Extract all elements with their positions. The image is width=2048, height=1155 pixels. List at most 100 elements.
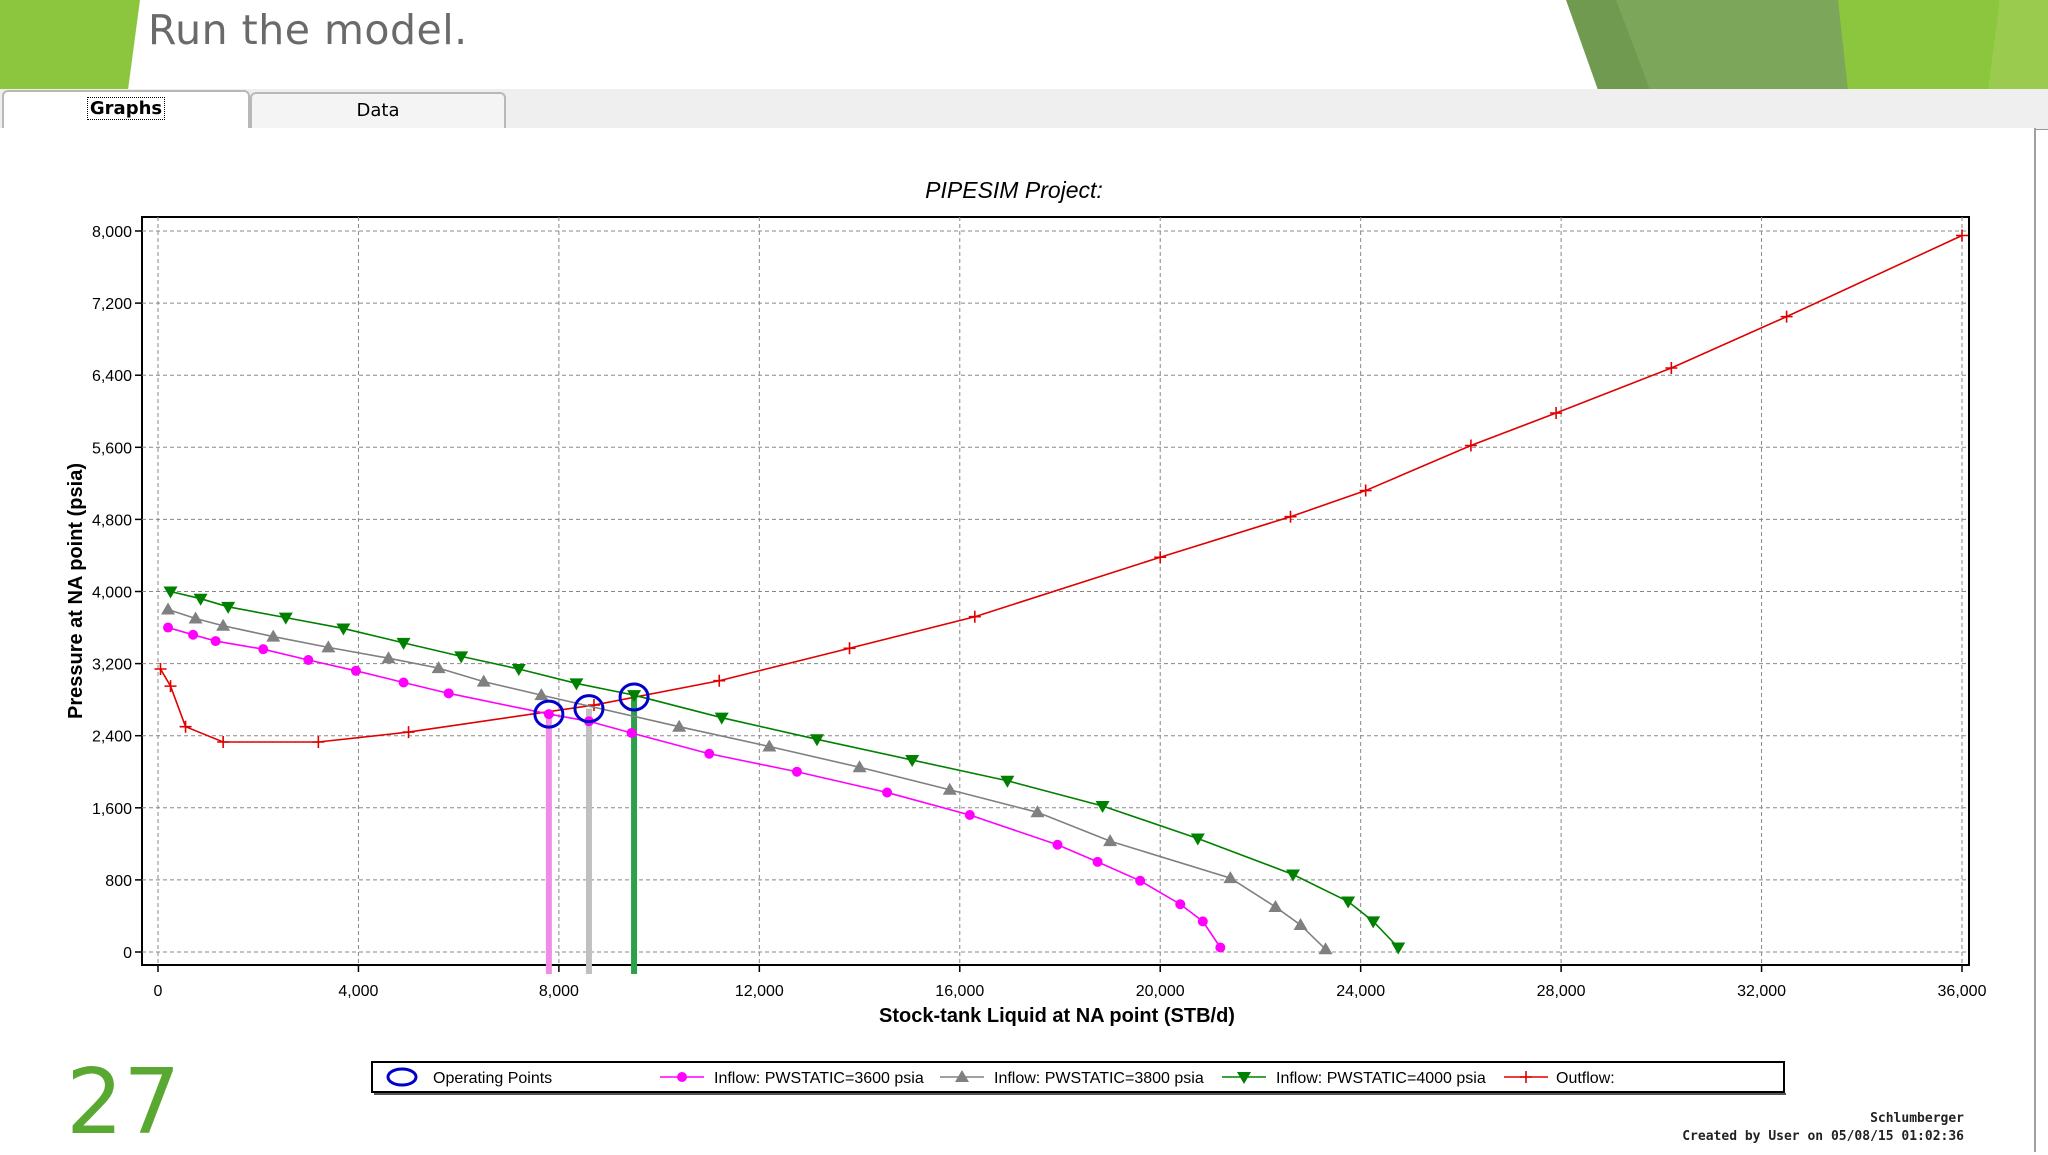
triangle-marker — [188, 611, 203, 624]
circle-marker — [398, 677, 409, 688]
chart-footer: Schlumberger Created by User on 05/08/15… — [1682, 1110, 1964, 1146]
triangle-down-marker — [454, 651, 469, 664]
legend-label: Inflow: PWSTATIC=3800 psia — [994, 1070, 1204, 1087]
plus-marker — [1154, 551, 1167, 564]
y-tick-label: 0 — [123, 945, 132, 962]
circle-marker — [350, 665, 361, 676]
operating-point-marker — [618, 682, 650, 712]
triangle-marker — [476, 674, 491, 687]
grid-lines — [142, 217, 1969, 965]
y-tick-label: 4,000 — [92, 585, 132, 602]
plus-marker — [312, 736, 325, 749]
circle-marker — [443, 688, 454, 699]
chart-legend: Operating Points Inflow: PWSTATIC=3600 ps… — [386, 1067, 1615, 1087]
x-axis-ticks: 0 4,000 8,000 12,000 16,000 20,000 24,000 28,00… — [154, 965, 1987, 1000]
circle-marker — [210, 636, 221, 647]
legend-label: Operating Points — [433, 1070, 552, 1087]
plus-marker — [1780, 310, 1793, 323]
plus-marker — [164, 680, 177, 693]
circle-marker — [188, 629, 199, 640]
triangle-down-marker — [1286, 869, 1301, 882]
circle-marker — [543, 709, 554, 720]
triangle-marker — [381, 651, 396, 664]
legend-label: Inflow: PWSTATIC=3600 psia — [714, 1070, 924, 1087]
y-tick-label: 5,600 — [92, 440, 132, 457]
triangle-marker — [1268, 899, 1283, 912]
page-number: 27 — [66, 1050, 181, 1155]
triangle-marker — [321, 640, 336, 653]
circle-marker — [1215, 942, 1226, 953]
tab-graphs-label: Graphs — [86, 97, 166, 120]
x-tick-label: 12,000 — [735, 983, 784, 1000]
triangle-down-marker — [163, 586, 178, 599]
plus-marker — [843, 642, 856, 655]
series-inflow-1 — [161, 602, 1333, 955]
tab-data-label: Data — [356, 100, 400, 121]
triangle-down-marker — [1341, 896, 1356, 909]
triangle-marker — [1103, 834, 1118, 847]
triangle-marker — [762, 739, 777, 752]
operating-point-marker — [533, 699, 565, 729]
plus-marker — [1550, 407, 1563, 420]
series-line — [159, 234, 1963, 743]
tab-graphs[interactable]: Graphs — [2, 90, 250, 130]
circle-marker — [882, 787, 893, 798]
y-tick-label: 1,600 — [92, 801, 132, 818]
triangle-marker — [1223, 871, 1238, 884]
x-tick-label: 32,000 — [1737, 983, 1786, 1000]
y-tick-label: 7,200 — [92, 296, 132, 313]
y-tick-label: 800 — [105, 873, 132, 890]
right-bright-green-band — [1838, 0, 2000, 90]
triangle-down-marker — [569, 678, 584, 691]
triangle-marker — [1030, 805, 1045, 818]
triangle-marker — [431, 661, 446, 674]
circle-marker — [677, 1072, 687, 1082]
chart-series — [154, 229, 1968, 955]
circle-marker — [791, 766, 802, 777]
series-inflow-2 — [163, 586, 1406, 955]
triangle-marker — [955, 1070, 969, 1082]
y-tick-label: 4,800 — [92, 512, 132, 529]
series-operating-points — [533, 682, 650, 729]
x-tick-label: 36,000 — [1938, 983, 1987, 1000]
triangle-marker — [852, 760, 867, 773]
triangle-down-marker — [1391, 942, 1406, 955]
triangle-down-marker — [1190, 833, 1205, 846]
triangle-marker — [216, 618, 231, 631]
plus-marker — [968, 610, 981, 623]
tab-data[interactable]: Data — [250, 92, 506, 128]
right-light-green-band — [1988, 0, 2048, 90]
operating-point-marker — [573, 694, 605, 724]
x-tick-label: 28,000 — [1537, 983, 1586, 1000]
triangle-down-marker — [1237, 1072, 1251, 1084]
legend-item: Inflow: PWSTATIC=4000 psia — [1222, 1070, 1486, 1087]
circle-marker — [258, 644, 269, 655]
legend-label: Outflow: — [1556, 1070, 1615, 1087]
series-inflow-0 — [163, 622, 1226, 953]
series-outflow — [154, 229, 1968, 749]
circle-marker — [964, 810, 975, 821]
x-tick-label: 24,000 — [1336, 983, 1385, 1000]
legend-item: Operating Points — [386, 1067, 552, 1087]
plus-marker — [154, 663, 167, 676]
plus-marker — [713, 674, 726, 687]
legend-item: Inflow: PWSTATIC=3600 psia — [660, 1070, 924, 1087]
triangle-marker — [534, 688, 549, 701]
plus-marker — [1665, 361, 1678, 374]
y-tick-label: 2,400 — [92, 729, 132, 746]
footer-company: Schlumberger — [1870, 1111, 1964, 1126]
x-axis-label: Stock-tank Liquid at NA point (STB/d) — [879, 1005, 1235, 1027]
triangle-down-marker — [714, 712, 729, 725]
right-muted-green-band — [1616, 0, 1850, 90]
circle-marker — [1197, 916, 1208, 927]
plus-marker — [587, 699, 600, 712]
triangle-marker — [161, 602, 176, 615]
legend-swatch — [386, 1067, 418, 1087]
plus-marker — [179, 720, 192, 733]
circle-marker — [303, 654, 314, 665]
triangle-down-marker — [193, 593, 208, 606]
slide-title: Run the model. — [148, 6, 468, 54]
operating-point-droplines — [545, 696, 638, 974]
y-axis-ticks: 0 800 1,600 2,400 3,200 4,000 4,800 5,600 6,400 7… — [92, 224, 142, 962]
